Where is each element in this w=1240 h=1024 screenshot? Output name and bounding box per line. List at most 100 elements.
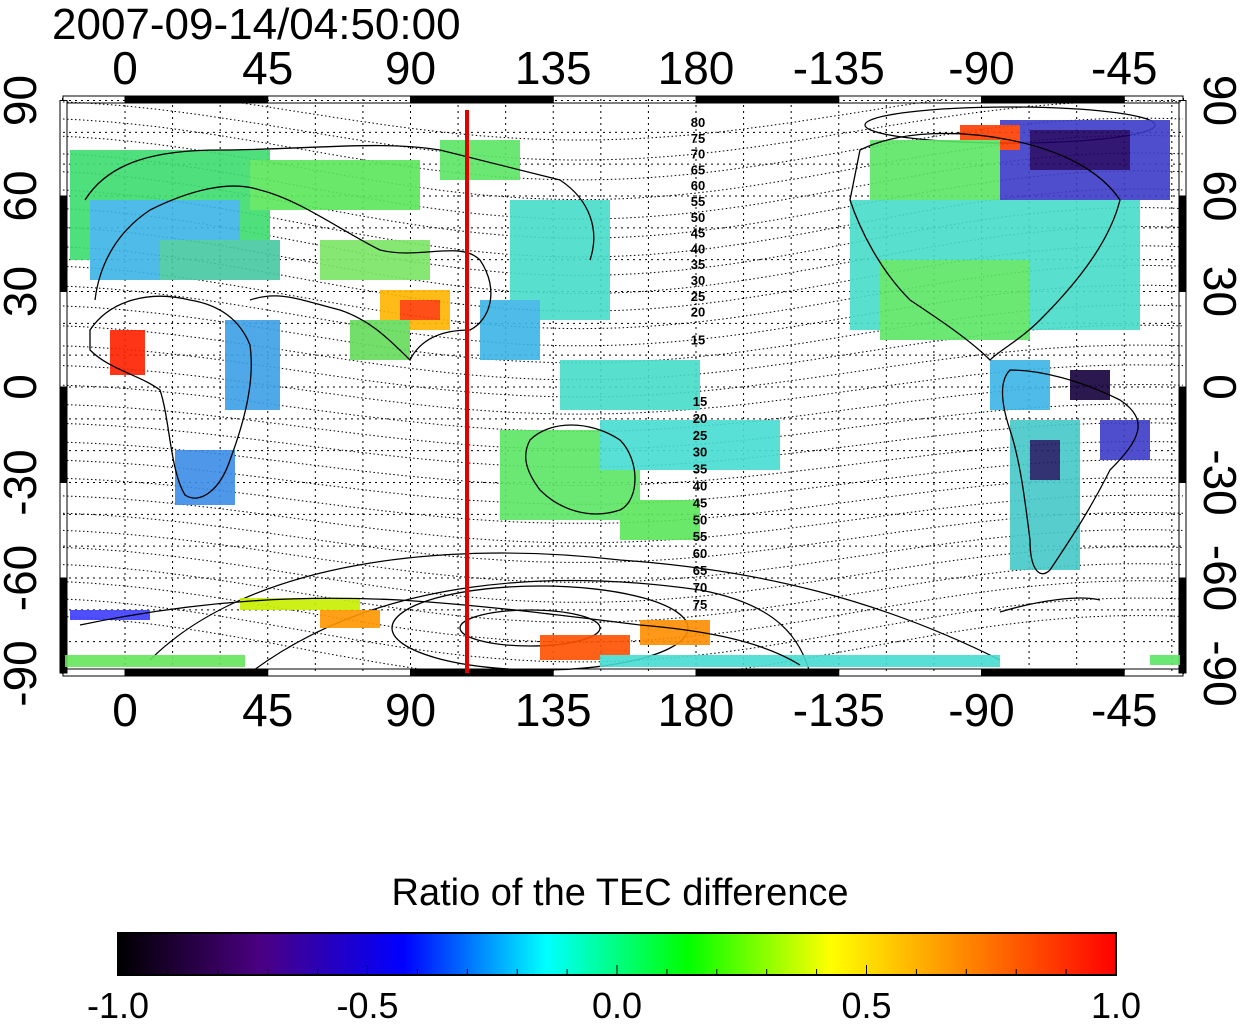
contour-line bbox=[63, 441, 1183, 486]
contour-label: 60 bbox=[693, 546, 707, 561]
frame-bar-segment bbox=[59, 386, 68, 483]
contour-label: 50 bbox=[693, 512, 707, 527]
contour-label: 65 bbox=[691, 162, 705, 177]
x-tick-top: 45 bbox=[242, 42, 293, 94]
contour-line bbox=[63, 422, 1183, 468]
contour-label: 60 bbox=[691, 178, 705, 193]
x-tick-bottom: -135 bbox=[793, 684, 885, 736]
frame-bar-segment bbox=[1178, 195, 1187, 292]
contour-label: 30 bbox=[691, 273, 705, 288]
contour-label: 65 bbox=[693, 563, 707, 578]
frame-bar-segment bbox=[695, 668, 840, 677]
frame-bar-segment bbox=[62, 668, 126, 677]
x-tick-bottom: 180 bbox=[658, 684, 735, 736]
contour-label: 40 bbox=[691, 241, 705, 256]
frame-bar-segment bbox=[124, 668, 269, 677]
colorbar-label: 1.0 bbox=[1091, 985, 1141, 1024]
y-tick-left: 60 bbox=[0, 170, 46, 221]
colorbar-ticks bbox=[117, 965, 1117, 975]
x-tick-bottom: 135 bbox=[515, 684, 592, 736]
frame-bar-segment bbox=[838, 668, 982, 677]
y-axis-right-ticks: 90 60 30 0 -30 -60 -90 bbox=[1194, 75, 1240, 707]
colorbar-title: Ratio of the TEC difference bbox=[391, 872, 849, 914]
frame-bar-segment bbox=[410, 95, 554, 104]
y-tick-right: -30 bbox=[1194, 449, 1240, 515]
colorbar-label: -0.5 bbox=[336, 985, 398, 1024]
contour-line bbox=[63, 100, 1183, 161]
frame-bar-segment bbox=[1123, 95, 1184, 104]
frame-bar-segment bbox=[1123, 668, 1184, 677]
contour-label: 35 bbox=[693, 462, 707, 477]
y-axis-left-ticks: 90 60 30 0 -30 -60 -90 bbox=[0, 75, 46, 707]
x-tick-top: 135 bbox=[515, 42, 592, 94]
y-tick-left: 90 bbox=[0, 75, 46, 126]
frame-bar-segment bbox=[981, 95, 1125, 104]
colorbar-labels: -1.0 -0.5 0.0 0.5 1.0 bbox=[87, 985, 1141, 1024]
contour-label: 75 bbox=[693, 597, 707, 612]
frame-bar-segment bbox=[552, 668, 697, 677]
contour-label: 20 bbox=[693, 411, 707, 426]
y-tick-right: 30 bbox=[1194, 266, 1240, 317]
contour-label: 70 bbox=[693, 580, 707, 595]
x-tick-top: -90 bbox=[948, 42, 1014, 94]
frame-bar-segment bbox=[59, 195, 68, 292]
frame-bar-segment bbox=[59, 100, 68, 197]
y-tick-right: 60 bbox=[1194, 170, 1240, 221]
y-tick-right: -60 bbox=[1194, 545, 1240, 611]
x-tick-top: 0 bbox=[112, 42, 138, 94]
y-tick-left: 0 bbox=[0, 374, 46, 400]
contour-label: 45 bbox=[693, 495, 707, 510]
y-tick-right: 90 bbox=[1194, 75, 1240, 126]
contour-label: 20 bbox=[691, 305, 705, 320]
contour-label: 45 bbox=[691, 226, 705, 241]
x-axis-top-ticks: 0 45 90 135 180 -135 -90 -45 bbox=[112, 42, 1157, 94]
x-tick-bottom: 0 bbox=[112, 684, 138, 736]
x-tick-top: 90 bbox=[385, 42, 436, 94]
x-tick-bottom: -90 bbox=[948, 684, 1014, 736]
contour-label: 35 bbox=[691, 257, 705, 272]
contour-line bbox=[63, 459, 1183, 505]
frame-bar-segment bbox=[267, 95, 411, 104]
contour-label: 80 bbox=[691, 115, 705, 130]
frame-bar-segment bbox=[981, 668, 1125, 677]
frame-bar-segment bbox=[838, 95, 982, 104]
y-tick-left: 30 bbox=[0, 266, 46, 317]
frame-bar-segment bbox=[552, 95, 697, 104]
contour-label: 70 bbox=[691, 147, 705, 162]
contour-label: 75 bbox=[691, 131, 705, 146]
y-tick-right: 0 bbox=[1194, 374, 1240, 400]
contour-label: 40 bbox=[693, 479, 707, 494]
contour-line bbox=[63, 615, 1183, 673]
frame-bar-segment bbox=[1178, 100, 1187, 197]
contour-label: 25 bbox=[693, 428, 707, 443]
x-tick-bottom: -45 bbox=[1091, 684, 1157, 736]
contour-line bbox=[63, 563, 1183, 623]
tec-data-patches bbox=[65, 120, 1180, 667]
x-tick-top: 180 bbox=[658, 42, 735, 94]
x-tick-bottom: 45 bbox=[242, 684, 293, 736]
frame-bar-segment bbox=[267, 668, 411, 677]
contour-label: 55 bbox=[693, 529, 707, 544]
y-tick-left: -60 bbox=[0, 545, 46, 611]
contour-label: 15 bbox=[691, 332, 705, 347]
contour-label: 30 bbox=[693, 445, 707, 460]
x-axis-bottom-ticks: 0 45 90 135 180 -135 -90 -45 bbox=[112, 684, 1157, 736]
frame-bar-segment bbox=[1178, 386, 1187, 483]
contour-line bbox=[149, 552, 1001, 661]
frame-bar-segment bbox=[124, 95, 269, 104]
contour-label: 25 bbox=[691, 289, 705, 304]
frame-bar-segment bbox=[1178, 577, 1187, 674]
colorbar-label: 0.0 bbox=[592, 985, 642, 1024]
y-tick-left: -90 bbox=[0, 640, 46, 706]
y-tick-right: -90 bbox=[1194, 640, 1240, 706]
y-tick-left: -30 bbox=[0, 449, 46, 515]
contour-label: 15 bbox=[693, 394, 707, 409]
contour-label: 50 bbox=[691, 210, 705, 225]
colorbar-label: -1.0 bbox=[87, 985, 149, 1024]
contour-line bbox=[63, 264, 1183, 330]
x-tick-bottom: 90 bbox=[385, 684, 436, 736]
colorbar-label: 0.5 bbox=[841, 985, 891, 1024]
